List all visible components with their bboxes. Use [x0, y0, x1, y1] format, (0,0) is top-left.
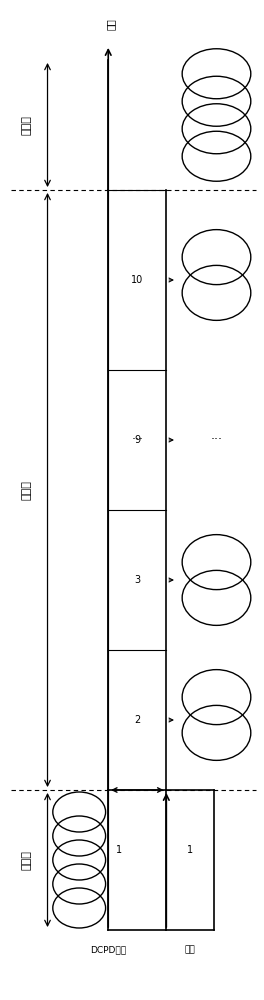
Text: 预热段: 预热段	[21, 850, 31, 870]
Text: 乙烯: 乙烯	[185, 945, 195, 954]
Text: 2: 2	[134, 715, 140, 725]
Text: ···: ···	[131, 434, 143, 446]
Text: 3: 3	[134, 575, 140, 585]
Text: 产物: 产物	[106, 18, 116, 30]
Text: 9: 9	[134, 435, 140, 445]
Text: 反应段: 反应段	[21, 480, 31, 500]
Text: 1: 1	[116, 845, 122, 855]
Text: DCPD溶液: DCPD溶液	[90, 945, 126, 954]
Text: 冷却段: 冷却段	[21, 115, 31, 135]
Text: 1: 1	[187, 845, 193, 855]
Text: 10: 10	[131, 275, 143, 285]
Text: ···: ···	[210, 434, 223, 446]
